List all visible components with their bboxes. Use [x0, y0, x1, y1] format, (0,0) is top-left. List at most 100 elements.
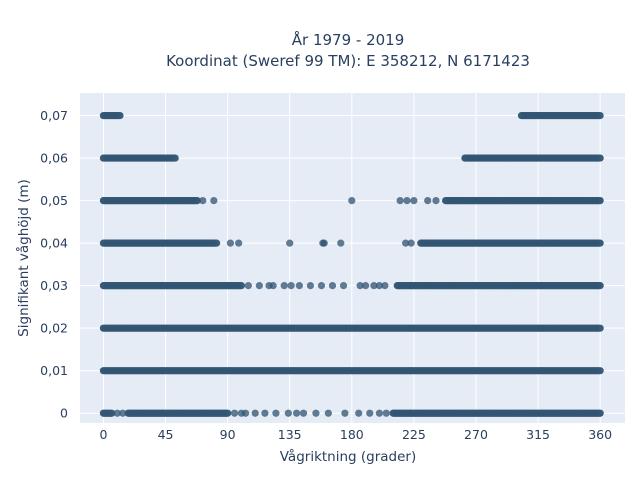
data-point — [552, 282, 560, 290]
data-point — [117, 324, 125, 332]
data-point — [499, 409, 507, 417]
data-point — [476, 367, 484, 375]
data-points — [99, 111, 604, 417]
data-point — [273, 367, 281, 375]
data-point — [186, 409, 194, 417]
data-point — [546, 367, 554, 375]
data-point — [168, 324, 176, 332]
data-point — [144, 409, 152, 417]
data-point — [220, 324, 229, 332]
data-point — [558, 282, 566, 290]
data-point — [137, 282, 145, 290]
data-point — [126, 239, 134, 247]
data-point — [464, 196, 472, 205]
data-point — [470, 196, 478, 205]
data-point — [491, 324, 499, 332]
data-point — [236, 367, 244, 375]
data-point — [198, 282, 207, 290]
data-point — [157, 239, 165, 247]
data-point — [130, 324, 138, 332]
data-point — [484, 324, 493, 332]
data-point — [478, 154, 487, 162]
data-point — [427, 409, 435, 417]
data-point — [152, 367, 160, 375]
data-point — [508, 409, 516, 417]
data-point — [155, 409, 163, 417]
data-point — [496, 154, 504, 162]
data-point — [500, 324, 508, 332]
data-point — [282, 324, 290, 332]
data-point — [210, 409, 218, 417]
data-point — [591, 154, 599, 162]
data-point — [205, 367, 213, 375]
data-point — [535, 367, 543, 375]
data-point — [258, 367, 266, 375]
data-point — [132, 196, 141, 205]
data-point — [505, 239, 513, 247]
data-point — [577, 239, 585, 247]
data-point — [486, 196, 494, 205]
data-point — [529, 154, 537, 162]
data-point — [142, 409, 150, 417]
data-point — [432, 367, 440, 375]
data-point — [526, 111, 534, 120]
data-point — [330, 367, 339, 375]
data-point — [515, 367, 523, 375]
data-point — [238, 367, 246, 375]
data-point — [451, 367, 460, 375]
data-point — [192, 282, 200, 290]
data-point — [366, 367, 374, 375]
data-point — [449, 324, 457, 332]
data-point — [575, 154, 583, 162]
data-point — [143, 367, 152, 375]
data-point — [130, 154, 138, 162]
data-point — [260, 324, 268, 332]
data-point — [143, 196, 152, 205]
data-point — [428, 239, 436, 247]
data-point — [526, 324, 534, 332]
data-point — [208, 409, 216, 417]
x-tick-label: 0 — [99, 427, 107, 442]
data-point — [286, 367, 295, 375]
data-point — [482, 367, 490, 375]
data-point — [582, 282, 591, 290]
data-point — [531, 367, 539, 375]
data-point — [377, 367, 385, 375]
dense-point-range — [442, 196, 604, 205]
data-point — [481, 154, 489, 162]
data-point — [159, 282, 167, 290]
data-point — [475, 282, 483, 290]
data-point — [187, 282, 196, 290]
data-point — [566, 239, 574, 247]
data-point — [443, 367, 451, 375]
data-point — [511, 154, 520, 162]
data-point — [462, 367, 471, 375]
data-point — [418, 367, 427, 375]
data-point — [556, 282, 564, 290]
data-point — [494, 239, 502, 247]
data-point — [132, 239, 141, 247]
data-point — [506, 367, 515, 375]
data-point — [437, 282, 445, 290]
data-point — [238, 324, 246, 332]
data-point — [418, 324, 427, 332]
data-point — [413, 409, 422, 417]
data-point — [592, 111, 600, 120]
data-point — [198, 324, 207, 332]
data-point — [185, 282, 193, 290]
data-point — [476, 154, 484, 162]
data-point — [199, 196, 207, 205]
data-point — [520, 367, 528, 375]
data-point — [165, 367, 174, 375]
data-point — [520, 239, 528, 247]
data-point — [221, 409, 229, 417]
data-point — [522, 154, 531, 162]
data-point — [425, 367, 433, 375]
data-point — [212, 324, 220, 332]
data-point — [590, 239, 599, 247]
data-point — [203, 409, 212, 417]
data-point — [466, 196, 474, 205]
data-point — [443, 239, 451, 247]
data-point — [580, 282, 588, 290]
data-point — [588, 154, 597, 162]
